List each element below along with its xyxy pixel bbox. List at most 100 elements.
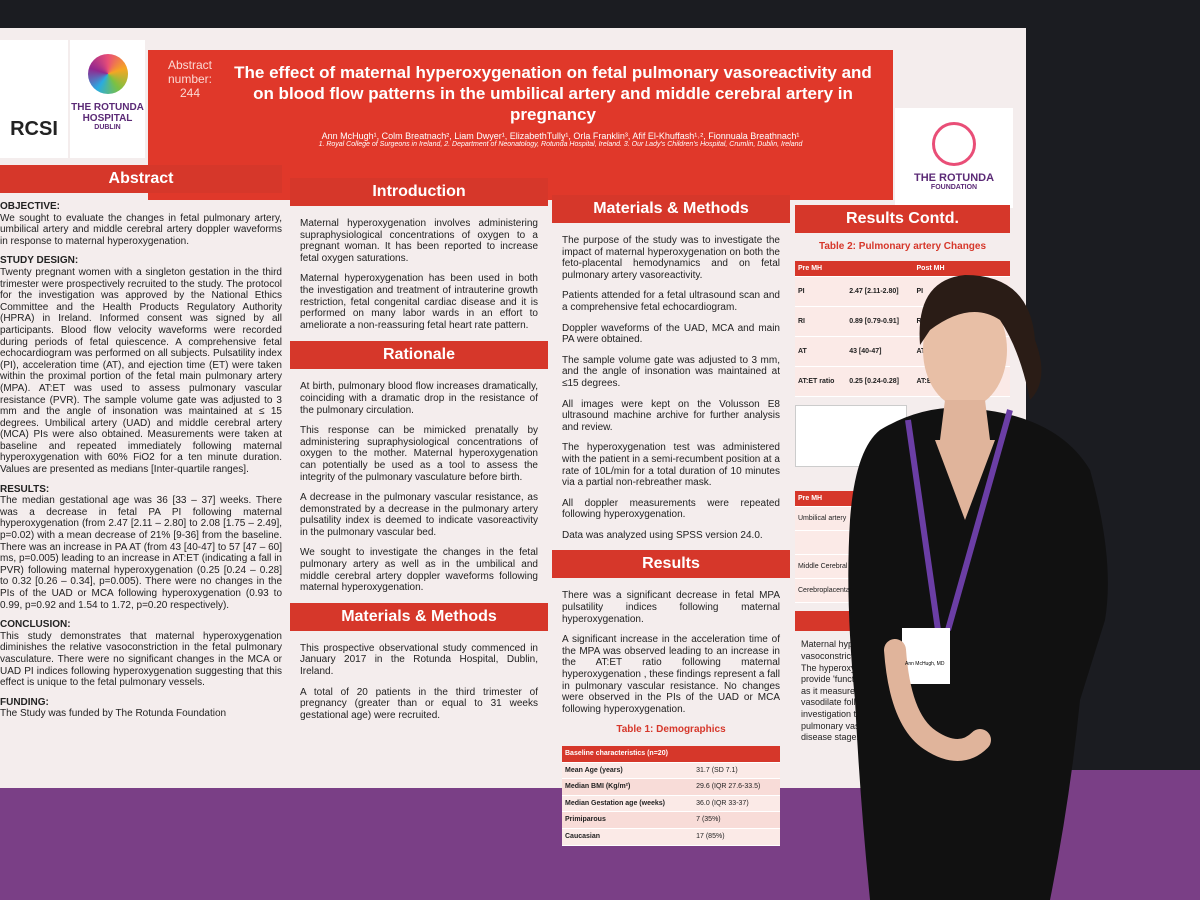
line: pulmonary vascu xyxy=(801,720,870,731)
section-body: The purpose of the study was to investig… xyxy=(552,235,790,541)
rotunda-logo: THE ROTUNDA HOSPITAL DUBLIN xyxy=(70,40,145,158)
paragraph: The median gestational age was 36 [33 – … xyxy=(0,495,282,611)
header: The effect of maternal hyperoxygenation … xyxy=(148,50,893,200)
subheading: CONCLUSION: xyxy=(0,619,71,631)
label: Abstract number: xyxy=(167,58,213,86)
section-body: At birth, pulmonary blood flow increases… xyxy=(290,381,548,594)
section: Materials & Methods This prospective obse… xyxy=(290,602,548,722)
paragraph: There was a significant decrease in feta… xyxy=(562,590,780,625)
logo-text: FOUNDATION xyxy=(930,184,978,191)
table-header: Baseline characteristics (n=20) xyxy=(562,746,780,763)
paragraph: Maternal hyperoxygenation involves admin… xyxy=(300,218,538,264)
line: vasodilate follow xyxy=(801,697,868,708)
paragraph: Data was analyzed using SPSS version 24.… xyxy=(562,529,763,541)
dress xyxy=(848,407,1108,900)
paragraph: The Study was funded by The Rotunda Foun… xyxy=(0,708,227,720)
table-cell: 43 [40-47] xyxy=(846,336,914,368)
badge xyxy=(902,628,950,684)
table-header: Pre MH Post MH xyxy=(795,260,1010,278)
line: The hyperoxygena xyxy=(801,662,876,673)
table-cell: RI xyxy=(795,306,847,338)
paragraph: A decrease in the pulmonary vascular res… xyxy=(300,492,538,538)
section-heading: Introduction xyxy=(290,178,548,206)
header-cell: Pre MH xyxy=(795,260,914,278)
section-heading: Results Contd. xyxy=(795,205,1010,233)
section-heading: Abstract xyxy=(0,165,282,193)
subheading: OBJECTIVE: xyxy=(0,201,61,212)
subheading: RESULTS: xyxy=(0,483,50,495)
foundation-logo: THE ROTUNDA FOUNDATION xyxy=(895,108,1013,208)
line: provide 'functional xyxy=(801,674,874,685)
hair xyxy=(919,275,1042,400)
conclusion: Maternal hyperox vasoconstriction in The h… xyxy=(795,639,1010,743)
paragraph: At birth, pulmonary blood flow increases… xyxy=(300,381,538,416)
table-cell: AT xyxy=(795,336,847,368)
subheading: STUDY DESIGN: xyxy=(0,255,79,267)
table-row: Median BMI (Kg/m²) 29.6 (IQR 27.6-33.5) xyxy=(562,778,780,796)
neckline xyxy=(935,440,995,520)
line: Maternal hyperox xyxy=(801,639,871,650)
table-title: Table 2: Pulmonary artery Changes xyxy=(818,241,987,252)
header-cell: Baseline characteristics (n=20) xyxy=(562,746,780,763)
table-cell: 0.25 [0.24-0.28] xyxy=(846,366,914,398)
section-body: Maternal hyperoxygenation involves admin… xyxy=(290,218,548,331)
section-body: This prospective observational study com… xyxy=(290,643,548,722)
table-title: Table 1: Demographics xyxy=(616,724,726,736)
paragraph: We sought to investigate the changes in … xyxy=(300,547,538,594)
badge-name: Ann McHugh, MD xyxy=(905,661,945,667)
section-heading: Results xyxy=(552,550,790,579)
table-cell: 17 (85%) xyxy=(693,828,780,846)
rcsi-logo: RCSI xyxy=(0,40,68,158)
column-3: Materials & Methods The purpose of the st… xyxy=(552,195,790,846)
logo-text: RCSI xyxy=(10,118,58,140)
affiliations: 1. Royal College of Surgeons in Ireland,… xyxy=(318,141,803,148)
section: Materials & Methods The purpose of the st… xyxy=(552,195,790,541)
paragraph: A total of 20 patients in the third trim… xyxy=(300,686,538,721)
paragraph: All images were kept on the Volusson E8 … xyxy=(562,398,780,433)
logo-text: DUBLIN xyxy=(94,124,121,131)
abstract-column: Abstract OBJECTIVE: We sought to evaluate… xyxy=(0,165,282,720)
table-cell: Mean Age (years) xyxy=(562,762,694,780)
logo-text: THE ROTUNDA HOSPITAL xyxy=(71,102,144,124)
neck xyxy=(940,400,990,440)
paragraph: The sample volume gate was adjusted to 3… xyxy=(562,354,780,389)
paragraph: Twenty pregnant women with a singleton g… xyxy=(0,266,282,476)
paragraph: Maternal hyperoxygenation has been used … xyxy=(300,273,538,331)
title: The effect of maternal hyperoxygenation … xyxy=(234,63,872,124)
lanyard xyxy=(905,409,1013,631)
subheading: FUNDING: xyxy=(0,696,49,708)
table-cell: Caucasian xyxy=(562,828,694,846)
demographics-table: Baseline characteristics (n=20) Mean Age … xyxy=(562,746,780,846)
table-cell: 31.7 (SD 7.1) xyxy=(693,762,780,780)
section-heading: Materials & Methods xyxy=(290,602,548,631)
line: investigation to e xyxy=(801,708,869,719)
table-cell: 29.6 (IQR 27.6-33.5) xyxy=(693,778,780,796)
face xyxy=(923,292,1007,408)
table-cell: Median BMI (Kg/m²) xyxy=(562,778,694,796)
section: Rationale At birth, pulmonary blood flow … xyxy=(290,341,548,594)
paragraph: A significant increase in the accelerati… xyxy=(562,634,780,715)
logo-text: THE ROTUNDA xyxy=(913,172,995,184)
section: Results There was a significant decrease … xyxy=(552,550,790,846)
paragraph: Patients attended for a fetal ultrasound… xyxy=(562,290,780,313)
paragraph: We sought to evaluate the changes in fet… xyxy=(0,212,282,247)
table-cell: 7 (35%) xyxy=(693,811,780,829)
line: disease stages is w xyxy=(801,732,880,743)
logo-mark xyxy=(932,122,976,166)
table-cell: Primiparous xyxy=(562,811,694,829)
table-row: Primiparous 7 (35%) xyxy=(562,811,780,829)
number: 244 xyxy=(179,86,201,100)
paragraph: Doppler waveforms of the UAD, MCA and ma… xyxy=(562,322,780,346)
paragraph: This study demonstrates that maternal hy… xyxy=(0,630,282,689)
logo-mark xyxy=(87,54,128,94)
section-heading: Rationale xyxy=(290,341,548,370)
paragraph: This response can be mimicked prenatally… xyxy=(300,425,538,483)
paragraph: This prospective observational study com… xyxy=(300,642,538,678)
line: as it measures xyxy=(801,685,860,696)
table-cell: 2.47 [2.11-2.80] xyxy=(846,276,914,308)
arms xyxy=(884,639,991,761)
table-cell: 0.89 [0.79-0.91] xyxy=(846,306,914,338)
paragraph: The purpose of the study was to investig… xyxy=(562,235,780,281)
